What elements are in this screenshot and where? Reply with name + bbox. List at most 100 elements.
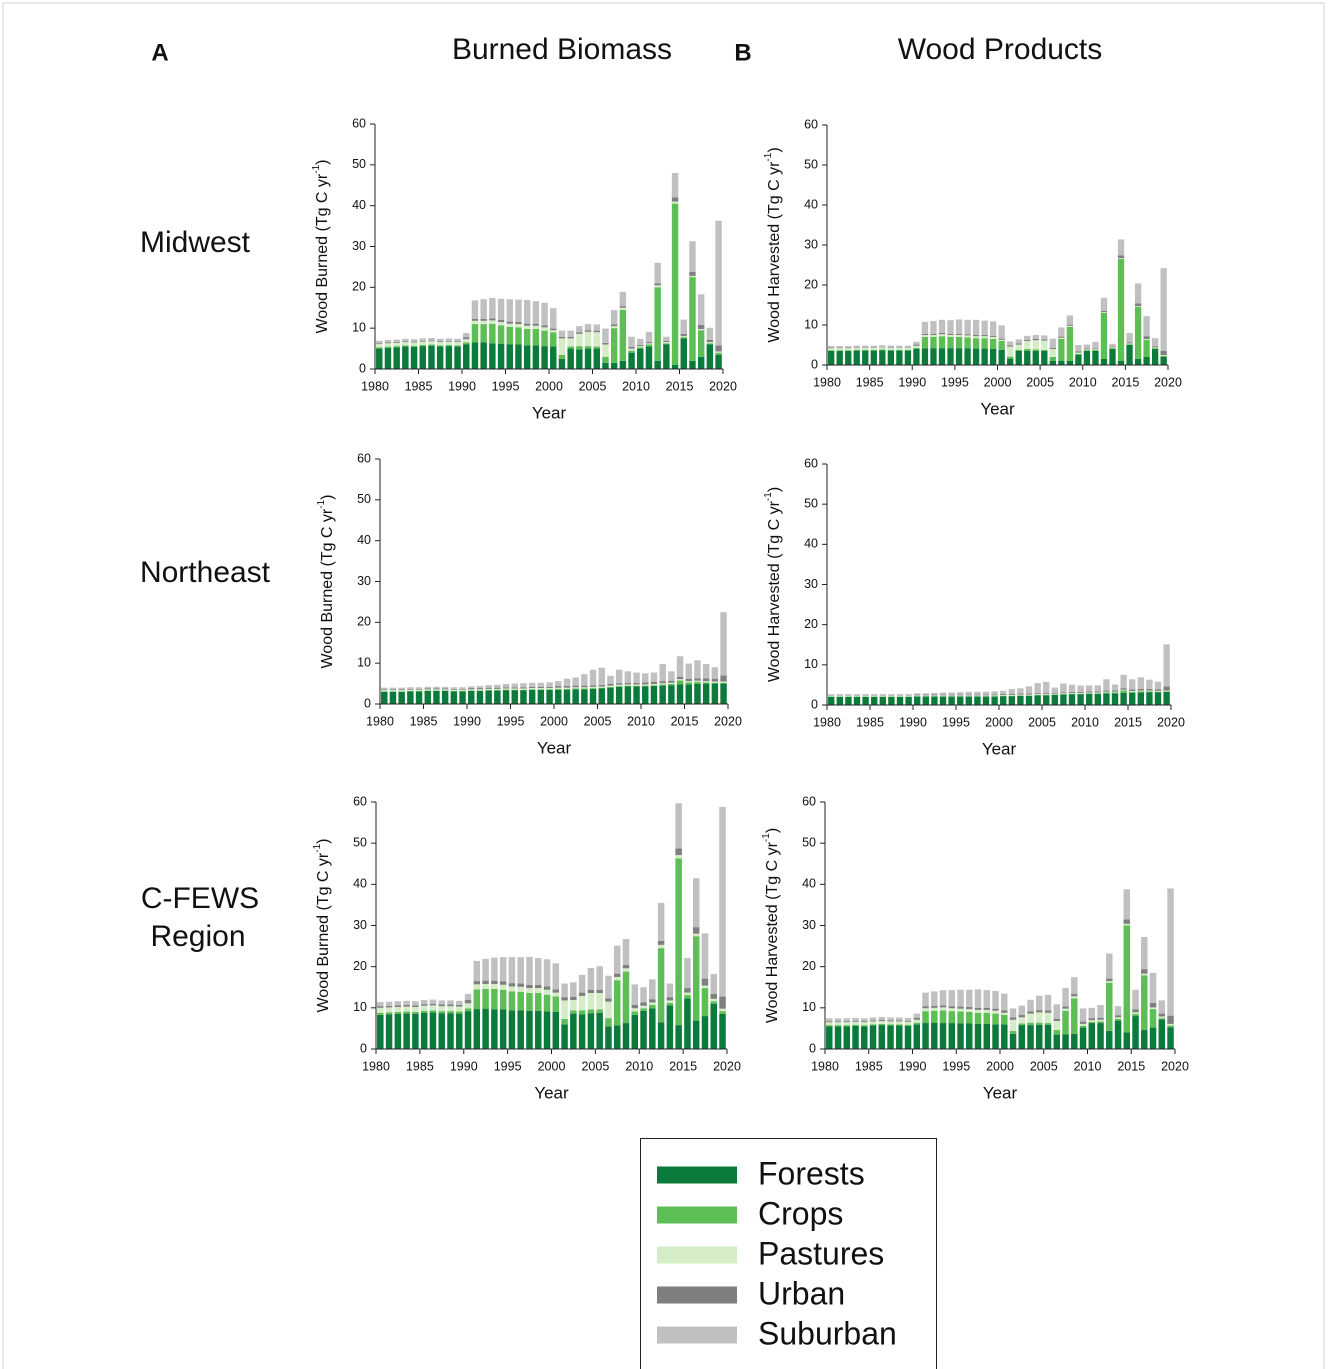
bar-segment [904, 1024, 912, 1026]
bar-segment [1114, 1015, 1122, 1018]
bar-segment [393, 339, 400, 343]
bar-segment [896, 347, 903, 348]
bar-segment [628, 352, 635, 369]
x-tick-label: 2020 [1154, 375, 1182, 389]
legend-label: Forests [758, 1155, 865, 1191]
bar-segment [1120, 690, 1127, 693]
bar-segment [666, 983, 674, 998]
bar-segment [904, 345, 912, 348]
bar-segment [528, 682, 536, 687]
bar-segment [464, 1011, 472, 1049]
bar-segment [828, 696, 835, 705]
bar-segment [558, 338, 566, 355]
x-tick-label: 2000 [540, 714, 568, 728]
bar-segment [1149, 1002, 1157, 1008]
bar-segment [1053, 1004, 1061, 1019]
bar-segment [701, 1016, 709, 1049]
bar-segment [887, 349, 895, 351]
bar-segment [1111, 693, 1119, 705]
bar-segment [649, 1008, 656, 1049]
bar-segment [438, 1000, 445, 1005]
y-tick-label: 50 [804, 496, 818, 510]
bar-segment [433, 689, 440, 691]
bar-segment [491, 980, 498, 984]
bar-segment [1007, 345, 1014, 347]
bar-segment [1075, 355, 1082, 365]
bar-segment [1027, 999, 1034, 1012]
bar-segment [497, 343, 505, 369]
bar-segment [853, 694, 861, 696]
bar-segment [561, 983, 568, 998]
bar-segment [1079, 1025, 1087, 1028]
bar-segment [1146, 688, 1153, 691]
bar-segment [957, 1008, 964, 1012]
bar-segment [535, 988, 542, 994]
bar-segment [1151, 349, 1159, 365]
bar-segment [888, 694, 895, 696]
bar-segment [862, 350, 869, 365]
bar-segment [1106, 982, 1113, 1031]
bar-segment [668, 683, 675, 686]
bar-segment [546, 682, 553, 687]
bar-segment [523, 325, 531, 329]
bar-segment [957, 692, 964, 695]
bar-segment [676, 684, 684, 704]
bar-segment [1018, 1005, 1026, 1016]
bar-segment [410, 341, 418, 343]
bar-segment [506, 299, 513, 322]
bar-segment [879, 346, 886, 348]
bar-segment [981, 338, 988, 349]
bar-segment [869, 1021, 877, 1025]
bar-segment [631, 984, 639, 1005]
bar-segment [657, 1022, 665, 1049]
bar-segment [938, 336, 946, 349]
bar-segment [992, 1024, 999, 1049]
bar-segment [879, 350, 886, 365]
bar-segment [887, 1021, 894, 1025]
bar-segment [998, 339, 1005, 341]
bar-segment [494, 688, 501, 691]
bar-segment [680, 337, 687, 339]
bar-segment [464, 1008, 472, 1012]
bar-segment [541, 325, 548, 328]
bar-segment [1123, 1032, 1131, 1049]
bar-segment [619, 307, 627, 310]
y-tick-label: 20 [353, 959, 367, 973]
bar-segment [385, 1001, 393, 1006]
bar-segment [385, 1012, 393, 1015]
bar-segment [429, 1005, 437, 1011]
bar-segment [593, 346, 600, 349]
bar-segment [1120, 692, 1127, 705]
bar-segment [862, 347, 869, 350]
bar-segment [1077, 685, 1084, 692]
bar-segment [1146, 690, 1153, 692]
bar-segment [517, 983, 524, 987]
bar-segment [1018, 1015, 1026, 1018]
bar-segment [450, 688, 458, 690]
legend-label: Pastures [758, 1235, 884, 1271]
bar-segment [684, 958, 691, 989]
y-tick-label: 20 [804, 617, 818, 631]
y-axis-title: Wood Harvested (Tg C yr-1) [761, 828, 782, 1023]
bar-segment [428, 341, 435, 345]
bar-segment [845, 348, 852, 351]
bar-segment [1123, 889, 1131, 920]
bar-segment [532, 301, 540, 324]
bar-segment [650, 683, 658, 686]
bar-segment [663, 340, 670, 343]
bar-segment [966, 1007, 973, 1010]
bar-segment [502, 688, 510, 690]
bar-segment [1111, 684, 1119, 691]
bar-segment [684, 988, 691, 993]
panel-label: B [734, 39, 751, 66]
bar-segment [633, 686, 640, 704]
bar-segment [402, 345, 409, 347]
bar-segment [904, 1017, 912, 1021]
bar-segment [428, 345, 435, 369]
bar-segment [1027, 1013, 1034, 1023]
bar-segment [1114, 1020, 1122, 1049]
bar-segment [853, 347, 860, 350]
bar-segment [1024, 335, 1031, 340]
bar-segment [966, 1023, 973, 1049]
bar-segment [412, 1007, 419, 1012]
